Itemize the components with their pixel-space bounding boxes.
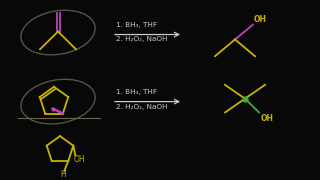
Text: OH: OH — [261, 114, 274, 123]
Text: 1. BH₃, THF: 1. BH₃, THF — [116, 89, 157, 95]
Text: 2. H₂O₂, NaOH: 2. H₂O₂, NaOH — [116, 37, 167, 42]
Text: 2. H₂O₂, NaOH: 2. H₂O₂, NaOH — [116, 103, 167, 110]
Text: OH: OH — [254, 15, 267, 24]
Text: H: H — [60, 170, 66, 179]
Text: 1. BH₃, THF: 1. BH₃, THF — [116, 22, 157, 28]
Text: OH: OH — [73, 155, 85, 164]
